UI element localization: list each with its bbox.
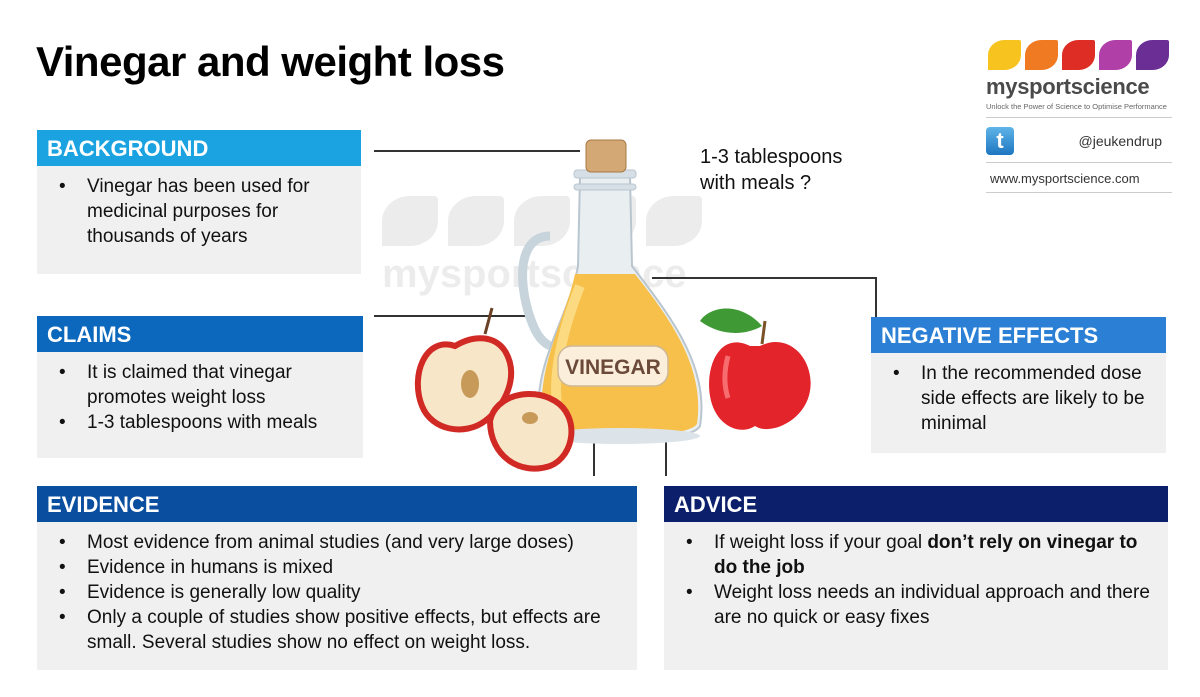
divider <box>986 162 1172 163</box>
divider <box>986 117 1172 118</box>
connector-line <box>374 150 580 152</box>
negative-effects-heading: NEGATIVE EFFECTS <box>871 317 1166 353</box>
background-heading: BACKGROUND <box>37 130 361 166</box>
purple-drop-icon <box>1136 40 1169 70</box>
background-list: Vinegar has been used for medicinal purp… <box>37 166 361 249</box>
vinegar-bottle-illustration: VINEGAR <box>414 139 811 472</box>
advice-text: Weight loss needs an individual approach… <box>714 582 1150 628</box>
divider <box>986 192 1172 193</box>
twitter-handle[interactable]: @jeukendrup <box>1078 133 1163 149</box>
connector-line <box>652 277 876 279</box>
advice-card: ADVICE If weight loss if your goal don’t… <box>664 486 1168 670</box>
brand-tagline: Unlock the Power of Science to Optimise … <box>986 102 1167 111</box>
brand-name: mysportscience <box>986 74 1150 99</box>
claims-card: CLAIMS It is claimed that vinegar promot… <box>37 316 363 458</box>
bottle-label-text: VINEGAR <box>565 356 661 379</box>
watermark-drop-icon <box>382 196 438 246</box>
background-card: BACKGROUND Vinegar has been used for med… <box>37 130 361 274</box>
dosage-note: 1-3 tablespoons with meals ? <box>700 144 842 196</box>
advice-list: If weight loss if your goal don’t rely o… <box>664 522 1168 630</box>
website-link[interactable]: www.mysportscience.com <box>990 171 1140 186</box>
bottle-label <box>557 345 669 387</box>
list-item: In the recommended dose side effects are… <box>887 361 1150 436</box>
twitter-row[interactable]: t @jeukendrup <box>986 126 1172 156</box>
advice-text: If weight loss if your goal <box>714 532 928 553</box>
negative-effects-list: In the recommended dose side effects are… <box>871 353 1166 436</box>
watermark-drop-icon <box>448 196 504 246</box>
advice-emphasis: don’t rely on vinegar to do the job <box>714 532 1138 578</box>
orange-drop-icon <box>1025 40 1058 70</box>
negative-effects-card: NEGATIVE EFFECTS In the recommended dose… <box>871 317 1166 453</box>
list-item: 1-3 tablespoons with meals <box>53 410 347 435</box>
dosage-note-line: with meals ? <box>700 172 812 194</box>
evidence-heading: EVIDENCE <box>37 486 637 522</box>
connector-line <box>875 277 877 317</box>
yellow-drop-icon <box>988 40 1021 70</box>
claims-list: It is claimed that vinegar promotes weig… <box>37 352 363 435</box>
watermark-drop-icon <box>646 196 702 246</box>
twitter-icon[interactable]: t <box>986 127 1014 155</box>
apple-icon <box>700 308 811 430</box>
page-title: Vinegar and weight loss <box>36 38 505 85</box>
list-item: Evidence in humans is mixed <box>53 555 621 580</box>
claims-heading: CLAIMS <box>37 316 363 352</box>
evidence-list: Most evidence from animal studies (and v… <box>37 522 637 655</box>
red-drop-icon <box>1062 40 1095 70</box>
list-item: If weight loss if your goal don’t rely o… <box>680 530 1152 580</box>
list-item: Weight loss needs an individual approach… <box>680 580 1152 630</box>
evidence-card: EVIDENCE Most evidence from animal studi… <box>37 486 637 670</box>
list-item: Only a couple of studies show positive e… <box>53 605 621 655</box>
bottle-handle-icon <box>518 231 553 351</box>
list-item: Most evidence from animal studies (and v… <box>53 530 621 555</box>
apple-halves-icon <box>414 307 575 472</box>
cork-icon <box>585 139 627 173</box>
list-item: Vinegar has been used for medicinal purp… <box>53 174 345 249</box>
brand-block: mysportscience Unlock the Power of Scien… <box>986 40 1172 193</box>
list-item: It is claimed that vinegar promotes weig… <box>53 360 347 410</box>
logo-drops <box>988 40 1172 70</box>
magenta-drop-icon <box>1099 40 1132 70</box>
connector-line <box>374 315 530 317</box>
advice-heading: ADVICE <box>664 486 1168 522</box>
dosage-note-line: 1-3 tablespoons <box>700 146 843 168</box>
list-item: Evidence is generally low quality <box>53 580 621 605</box>
